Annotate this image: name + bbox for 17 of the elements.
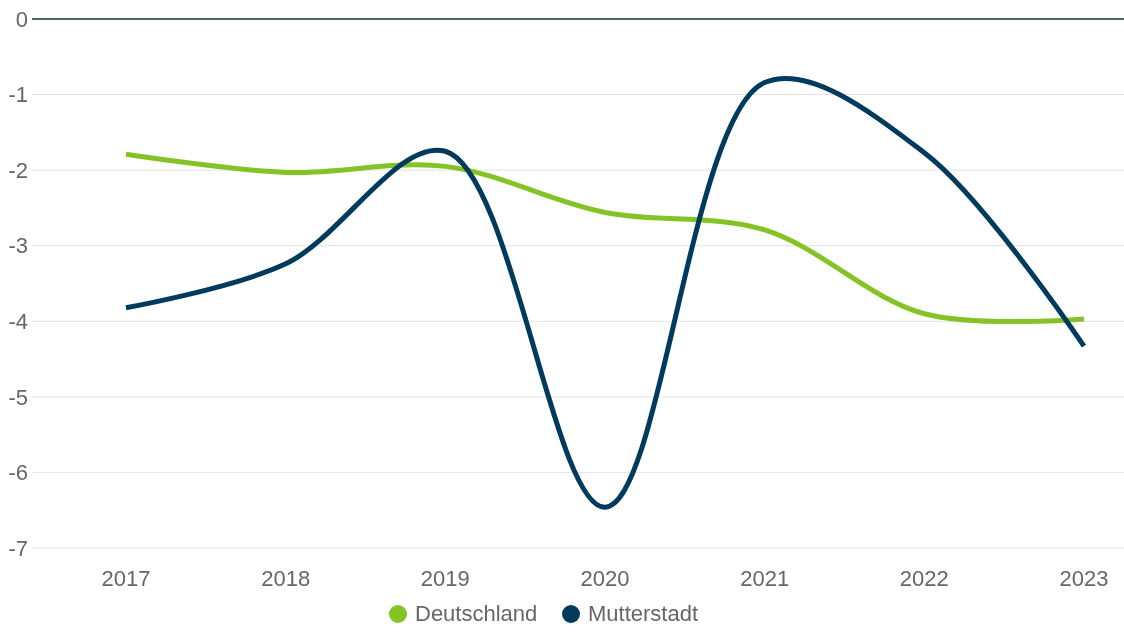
y-tick-label: 0 bbox=[15, 6, 28, 32]
legend-label: Mutterstadt bbox=[588, 601, 699, 626]
x-tick-label: 2019 bbox=[420, 566, 470, 591]
x-tick-label: 2021 bbox=[740, 566, 790, 591]
y-tick-label: -3 bbox=[8, 233, 28, 259]
x-tick-label: 2017 bbox=[101, 566, 151, 591]
x-tick-label: 2020 bbox=[580, 566, 630, 591]
y-tick-label: -7 bbox=[8, 535, 28, 561]
x-tick-label: 2022 bbox=[899, 566, 949, 591]
y-tick-label: -4 bbox=[8, 308, 28, 334]
x-tick-label: 2023 bbox=[1059, 566, 1109, 591]
legend-label: Deutschland bbox=[415, 601, 538, 626]
y-tick-label: -1 bbox=[8, 82, 28, 108]
y-tick-label: -2 bbox=[8, 157, 28, 183]
x-tick-label: 2018 bbox=[261, 566, 311, 591]
y-tick-label: -5 bbox=[8, 384, 28, 410]
y-tick-label: -6 bbox=[8, 460, 28, 486]
